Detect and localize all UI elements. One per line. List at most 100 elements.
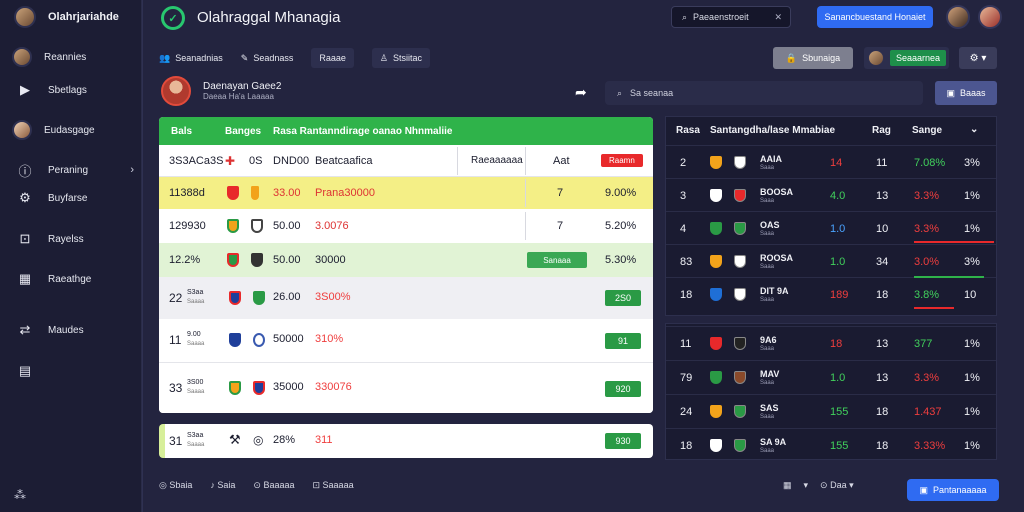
table-row[interactable]: 3 BOOSA Saaa 4.0 13 3.3% 1% [666,178,996,211]
avatar[interactable] [978,5,1002,29]
row-stat: 1% [964,338,980,350]
table-row[interactable]: 2 AAIA Saaa 14 11 7.08% 3% [666,145,996,178]
status-badge[interactable]: 91 [605,333,641,349]
avatar[interactable] [946,5,970,29]
table-row[interactable]: 24 SAS Saaa 155 18 1.437 1% [666,394,996,428]
row-position: 2 [680,156,687,169]
column-header[interactable]: Rasa Rantanndirage oanao Nhnmaliie [273,125,453,137]
sidebar-item-peraning[interactable]: ⓘ Peraning › [0,157,142,183]
status-badge[interactable]: Raamn [601,154,643,167]
column-header[interactable]: Banges [225,125,262,137]
row-value: 50000 [273,333,304,345]
league-table-secondary: 11 9A6 Saaa 18 13 377 1% 79 MAV Saaa 1.0 13 3.3% 1% 24… [665,323,997,460]
row-sub: Saaa [760,448,775,454]
pager-select[interactable]: ⊙ Daa ▾ [820,480,854,490]
toolbar-item[interactable]: ✎ Seadnass [241,48,294,68]
settings-dropdown[interactable]: ⚙ ▾ [959,47,997,69]
row-stat: 1.0 [830,255,846,268]
sidebar-item-sbetlags[interactable]: ▶ Sbetlags [0,77,142,103]
sidebar-item-maudes[interactable]: ⇄ Maudes [0,317,142,343]
table-row[interactable]: 129930 50.00 3.0076 7 5.20% [159,209,653,243]
primary-button[interactable]: Sanancbuestand Honaiet [817,6,933,28]
content-search-input[interactable]: ⌕ Sa seanaa [605,81,923,105]
table-icon: ▦ [18,271,32,286]
row-stat: 155 [830,440,849,452]
team-crest-icon [710,221,722,235]
column-header[interactable]: Bals [171,125,193,137]
table-row[interactable]: 18 SA 9A Saaa 155 18 3.33% 1% [666,428,996,462]
search-icon: ⌕ [617,87,623,98]
row-stat: 13 [876,372,889,384]
table-row[interactable]: 22 S3aa Saaaa 26.00 3S00% 2S0 [159,277,653,319]
team-crest-icon [710,371,722,384]
column-header[interactable]: Santangdha/lase Mmabiae [710,125,836,136]
table-row[interactable]: 3S3ACa3S ✚ 0S DND00 Beatcaafica Raeaaaaa… [159,145,653,177]
main-panel: ✓ Olahraggal Mhanagia ⌕ Paeaenstroeit ✕ … [142,0,1024,512]
team-crest-icon [251,219,263,233]
chevron-down-icon[interactable]: ▾ [803,480,809,490]
row-percent: 3.3% [914,372,940,384]
filter-button[interactable]: ▣ Baaas [935,81,997,105]
table-row[interactable]: 33 3S00 Saaaa 35000 330076 920 [159,363,653,413]
chevron-down-icon[interactable]: ⌄ [970,124,979,135]
table-row[interactable]: 11 9.00 Saaaa 50000 310% 91 [159,319,653,363]
sidebar-item-rayelss[interactable]: ⊡ Rayelss [0,226,142,252]
table-row[interactable]: 12.2% 50.00 30000 Sanaaa 5.30% [159,243,653,277]
sidebar-item-eudasgage[interactable]: Eudasgage [0,117,142,143]
sidebar-item-clipboard[interactable]: ▤ [0,358,142,384]
grid-icon[interactable]: ▦ [783,480,792,490]
table-row[interactable]: 79 MAV Saaa 1.0 13 3.3% 1% [666,360,996,394]
row-stat: 3% [964,156,980,169]
team-crest-icon [251,253,263,267]
back-arrow-icon[interactable]: ➦ [575,84,587,100]
footer-item-label: Saia [217,480,236,490]
row-value: DND00 [273,154,310,167]
highlight-card[interactable]: 31 S3aa Saaaa ⚒ ◎ 28% 311 930 [159,424,653,458]
team-crest-icon [229,333,241,347]
table-row[interactable]: 18 DIT 9A Saaa 189 18 3.8% 10 [666,277,996,310]
green-action-button[interactable]: Seaaarnea [864,47,949,69]
table-row[interactable]: 11388d 33.00 Prana30000 7 9.00% [159,177,653,209]
toolbar-item-label: Raaae [319,53,346,63]
footer-item[interactable]: ⊙ Baaaaa [253,480,295,490]
table-row[interactable]: 83 ROOSA Saaa 1.0 34 3.0% 3% [666,244,996,277]
sidebar-brand[interactable]: Olahrjariahde [0,0,141,34]
team-crest-icon [227,219,239,233]
row-act: Aat [553,154,570,167]
sidebar-item-buyfarse[interactable]: ⚙ Buyfarse [0,185,142,211]
status-badge[interactable]: Sanaaa [527,252,587,268]
row-team: 30000 [315,254,346,266]
footer-item[interactable]: ♪ Saia [210,480,236,490]
sidebar-item-raeathge[interactable]: ▦ Raeathge [0,266,142,292]
column-header[interactable]: Rag [872,125,891,136]
toolbar-item[interactable]: 👥 Seanadnias [159,48,223,68]
row-team: 3.0076 [315,220,349,232]
standings-table: Bals Banges Rasa Rantanndirage oanao Nhn… [159,117,653,413]
row-stat: 10 [876,222,889,235]
grey-action-button[interactable]: 🔒 Sbunaiga [773,47,853,69]
status-badge[interactable]: 920 [605,381,641,397]
table-row[interactable]: 4 OAS Saaa 1.0 10 3.3% 1% [666,211,996,244]
row-percent: 9.00% [605,187,637,199]
status-badge[interactable]: 2S0 [605,290,641,306]
footer-action-button[interactable]: ▣ Pantanaaaaa [907,479,999,501]
column-header[interactable]: Rasa [676,125,700,136]
toolbar-item[interactable]: ♙ Stsiitac [371,48,430,68]
status-badge[interactable]: 930 [605,433,641,449]
search-input[interactable]: ⌕ Paeaenstroeit ✕ [671,6,791,28]
toolbar-item[interactable]: Raaae [311,48,354,68]
avatar[interactable] [161,76,191,106]
sidebar-item-reannies[interactable]: Reannies [0,44,142,70]
row-number: 129930 [169,220,206,232]
footer-item[interactable]: ⊡ Saaaaa [312,480,354,490]
content-search-placeholder: Sa seanaa [630,88,674,98]
clear-icon[interactable]: ✕ [774,11,782,22]
footer-item[interactable]: ◎ Sbaia [159,480,193,490]
column-divider [525,212,526,240]
table-row[interactable]: 11 9A6 Saaa 18 13 377 1% [666,326,996,360]
sidebar-item-label: Sbetlags [48,84,87,96]
row-code: 0S [249,154,263,167]
people-icon[interactable]: ⁂ [14,488,26,502]
column-header[interactable]: Sange [912,125,943,136]
calendar-icon: ▣ [946,87,955,98]
